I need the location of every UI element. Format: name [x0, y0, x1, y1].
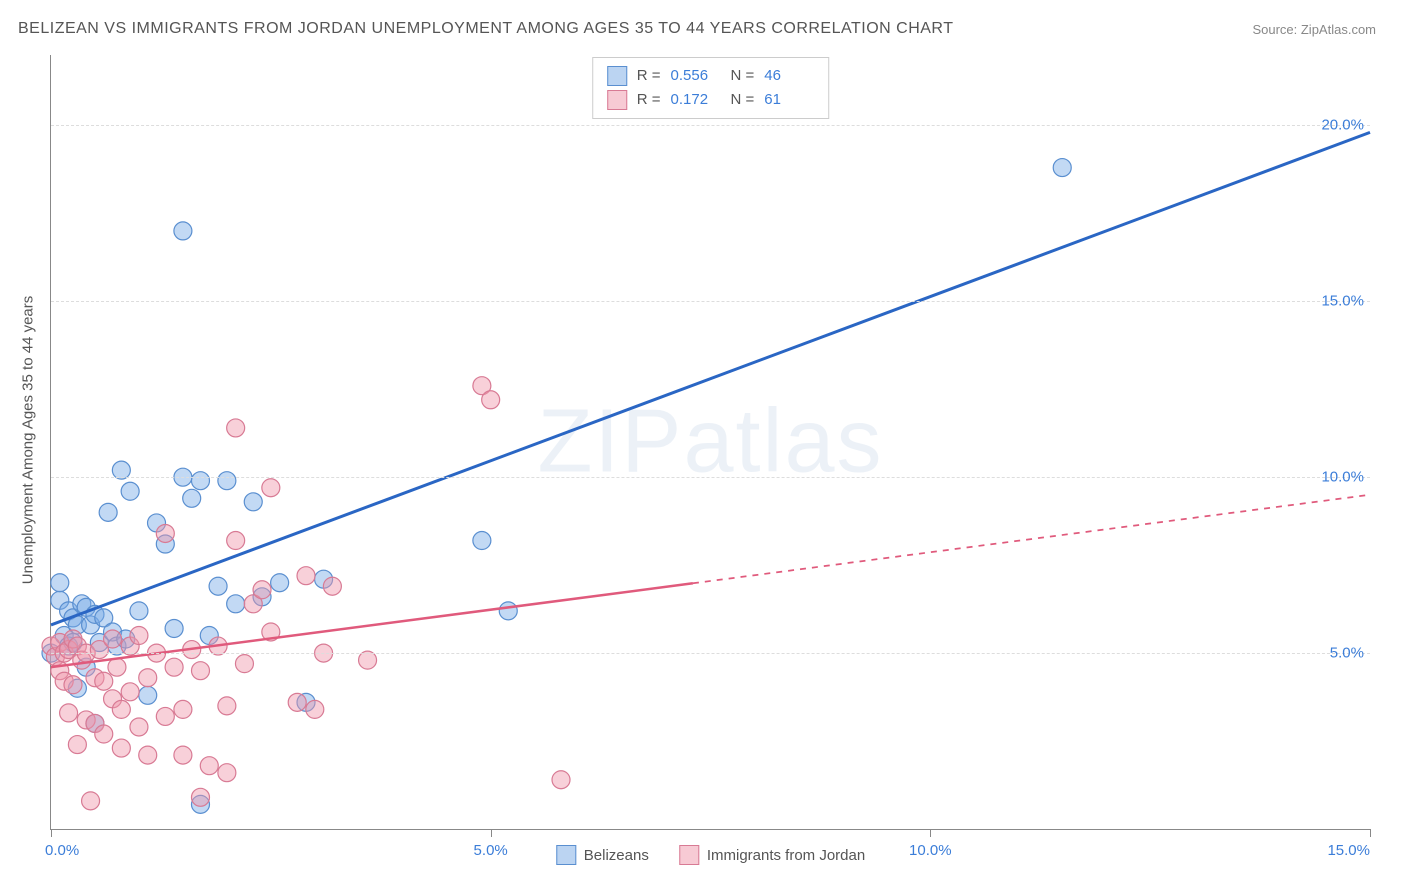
data-point	[227, 595, 245, 613]
chart-title: BELIZEAN VS IMMIGRANTS FROM JORDAN UNEMP…	[18, 20, 953, 38]
y-tick-label: 5.0%	[1330, 645, 1364, 662]
legend-label: Belizeans	[584, 847, 649, 864]
data-point	[112, 739, 130, 757]
data-point	[174, 746, 192, 764]
data-point	[130, 718, 148, 736]
chart-svg	[51, 55, 1370, 829]
y-tick-label: 20.0%	[1321, 117, 1364, 134]
data-point	[235, 655, 253, 673]
data-point	[130, 602, 148, 620]
data-point	[121, 482, 139, 500]
data-point	[112, 700, 130, 718]
data-point	[253, 581, 271, 599]
y-tick-label: 10.0%	[1321, 469, 1364, 486]
legend-item-jordan: Immigrants from Jordan	[679, 845, 865, 865]
data-point	[121, 683, 139, 701]
x-tick-label: 10.0%	[909, 842, 952, 859]
data-point	[68, 736, 86, 754]
swatch-pink-icon	[679, 845, 699, 865]
data-point	[1053, 159, 1071, 177]
y-tick-label: 15.0%	[1321, 293, 1364, 310]
y-axis-label: Unemployment Among Ages 35 to 44 years	[20, 296, 37, 585]
data-point	[288, 693, 306, 711]
data-point	[183, 489, 201, 507]
data-point	[82, 792, 100, 810]
data-point	[191, 472, 209, 490]
data-point	[156, 707, 174, 725]
data-point	[156, 524, 174, 542]
data-point	[306, 700, 324, 718]
data-point	[139, 669, 157, 687]
data-point	[191, 662, 209, 680]
x-tick-label: 0.0%	[45, 842, 79, 859]
data-point	[200, 757, 218, 775]
data-point	[552, 771, 570, 789]
legend-item-belizeans: Belizeans	[556, 845, 649, 865]
data-point	[323, 577, 341, 595]
data-point	[227, 532, 245, 550]
legend-label: Immigrants from Jordan	[707, 847, 865, 864]
data-point	[95, 725, 113, 743]
x-tick-label: 5.0%	[474, 842, 508, 859]
source-label: Source: ZipAtlas.com	[1252, 22, 1376, 37]
data-point	[51, 574, 69, 592]
data-point	[95, 672, 113, 690]
data-point	[499, 602, 517, 620]
data-point	[60, 704, 78, 722]
data-point	[297, 567, 315, 585]
data-point	[191, 788, 209, 806]
data-point	[218, 697, 236, 715]
x-tick-label: 15.0%	[1327, 842, 1370, 859]
data-point	[165, 658, 183, 676]
data-point	[209, 577, 227, 595]
data-point	[218, 764, 236, 782]
data-point	[99, 503, 117, 521]
data-point	[262, 479, 280, 497]
data-point	[130, 627, 148, 645]
data-point	[165, 619, 183, 637]
trend-line-dashed	[693, 495, 1370, 583]
data-point	[174, 700, 192, 718]
plot-area: ZIPatlas R = 0.556 N = 46 R = 0.172 N = …	[50, 55, 1370, 830]
data-point	[227, 419, 245, 437]
data-point	[218, 472, 236, 490]
swatch-blue-icon	[556, 845, 576, 865]
data-point	[174, 222, 192, 240]
data-point	[473, 532, 491, 550]
data-point	[244, 493, 262, 511]
data-point	[271, 574, 289, 592]
trend-line	[51, 132, 1370, 625]
data-point	[104, 630, 122, 648]
data-point	[108, 658, 126, 676]
data-point	[482, 391, 500, 409]
data-point	[139, 746, 157, 764]
data-point	[64, 676, 82, 694]
data-point	[139, 686, 157, 704]
legend-bottom: Belizeans Immigrants from Jordan	[556, 845, 865, 865]
